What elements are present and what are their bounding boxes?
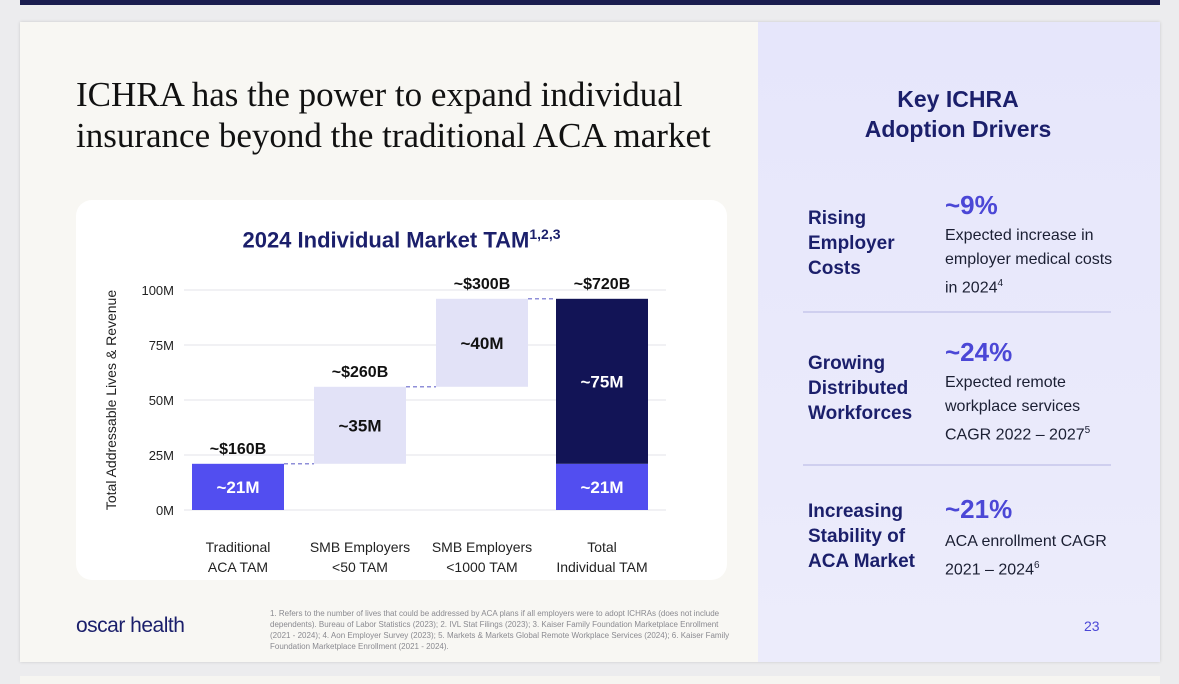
revenue-label: ~$160B: [210, 441, 267, 458]
y-tick-label: 25M: [149, 448, 174, 463]
category-label: Total: [587, 539, 617, 555]
footnotes: 1. Refers to the number of lives that co…: [270, 608, 740, 652]
category-label: <50 TAM: [332, 559, 388, 575]
driver-stat: ~9%: [945, 190, 998, 220]
y-tick-label: 0M: [156, 503, 174, 518]
slide-headline: ICHRA has the power to expand individual…: [76, 75, 711, 155]
chart-card: 2024 Individual Market TAM1,2,3 Total Ad…: [76, 200, 727, 580]
driver-desc-text: Expected remote workplace services CAGR …: [945, 374, 1085, 444]
y-axis-label: Total Addressable Lives & Revenue: [103, 290, 119, 510]
revenue-label: ~$300B: [454, 276, 511, 293]
y-tick-label: 50M: [149, 393, 174, 408]
driver-desc-sup: 4: [997, 278, 1004, 289]
driver-desc-text: Expected increase in employer medical co…: [945, 227, 1113, 297]
chart-title: 2024 Individual Market TAM1,2,3: [76, 226, 727, 253]
revenue-label: ~$260B: [332, 364, 389, 381]
bar-segment: [436, 298, 528, 387]
bar-value-label: ~35M: [339, 416, 382, 435]
driver-desc-sup: 5: [1084, 425, 1091, 436]
category-label: SMB Employers: [310, 539, 410, 555]
bar-value-label: ~21M: [581, 478, 624, 497]
category-label: Traditional: [206, 539, 271, 555]
chart-title-superscript: 1,2,3: [529, 226, 561, 242]
top-accent-bar: [20, 0, 1160, 5]
divider: [803, 311, 1111, 313]
oscar-health-logo: oscar health: [76, 614, 185, 637]
chart-title-text: 2024 Individual Market TAM: [242, 227, 530, 253]
page-number: 23: [1084, 618, 1100, 634]
divider: [803, 464, 1111, 466]
driver-stat: ~24%: [945, 337, 1013, 367]
bar-value-label: ~75M: [581, 372, 624, 391]
bar-segment: [556, 463, 648, 510]
bar-value-label: ~21M: [217, 478, 260, 497]
driver-label: Growing Distributed Workforces: [808, 353, 913, 424]
driver-desc-text: ACA enrollment CAGR 2021 – 2024: [945, 533, 1107, 579]
bar-segment: [192, 463, 284, 510]
bar-segment: [314, 386, 406, 464]
drivers-panel: Key ICHRA Adoption Drivers Rising Employer…: [758, 22, 1160, 662]
y-tick-label: 75M: [149, 338, 174, 353]
driver-desc: Expected increase in employer medical co…: [945, 224, 1125, 300]
bar-value-label: ~40M: [461, 334, 504, 353]
drivers-title: Key ICHRA Adoption Drivers: [864, 86, 1052, 142]
driver-desc: Expected remote workplace services CAGR …: [945, 371, 1125, 447]
driver-desc-sup: 6: [1033, 560, 1040, 571]
category-label: ACA TAM: [208, 559, 268, 575]
category-label: <1000 TAM: [446, 559, 517, 575]
footnote-text: 1. Refers to the number of lives that co…: [270, 609, 730, 651]
driver-desc: ACA enrollment CAGR 2021 – 20246: [945, 530, 1125, 582]
slide: ICHRA has the power to expand individual…: [20, 22, 1160, 662]
bar-segment: [556, 298, 648, 464]
driver-label: Increasing Stability of ACA Market: [808, 501, 915, 572]
driver-stat: ~21%: [945, 494, 1013, 524]
y-tick-label: 100M: [141, 283, 174, 298]
waterfall-chart: Total Addressable Lives & Revenue 0M 25M 50…: [103, 276, 666, 575]
category-label: Individual TAM: [556, 559, 647, 575]
revenue-label: ~$720B: [574, 276, 631, 293]
next-slide-edge: [20, 676, 1160, 684]
category-label: SMB Employers: [432, 539, 532, 555]
driver-label: Rising Employer Costs: [808, 208, 895, 279]
